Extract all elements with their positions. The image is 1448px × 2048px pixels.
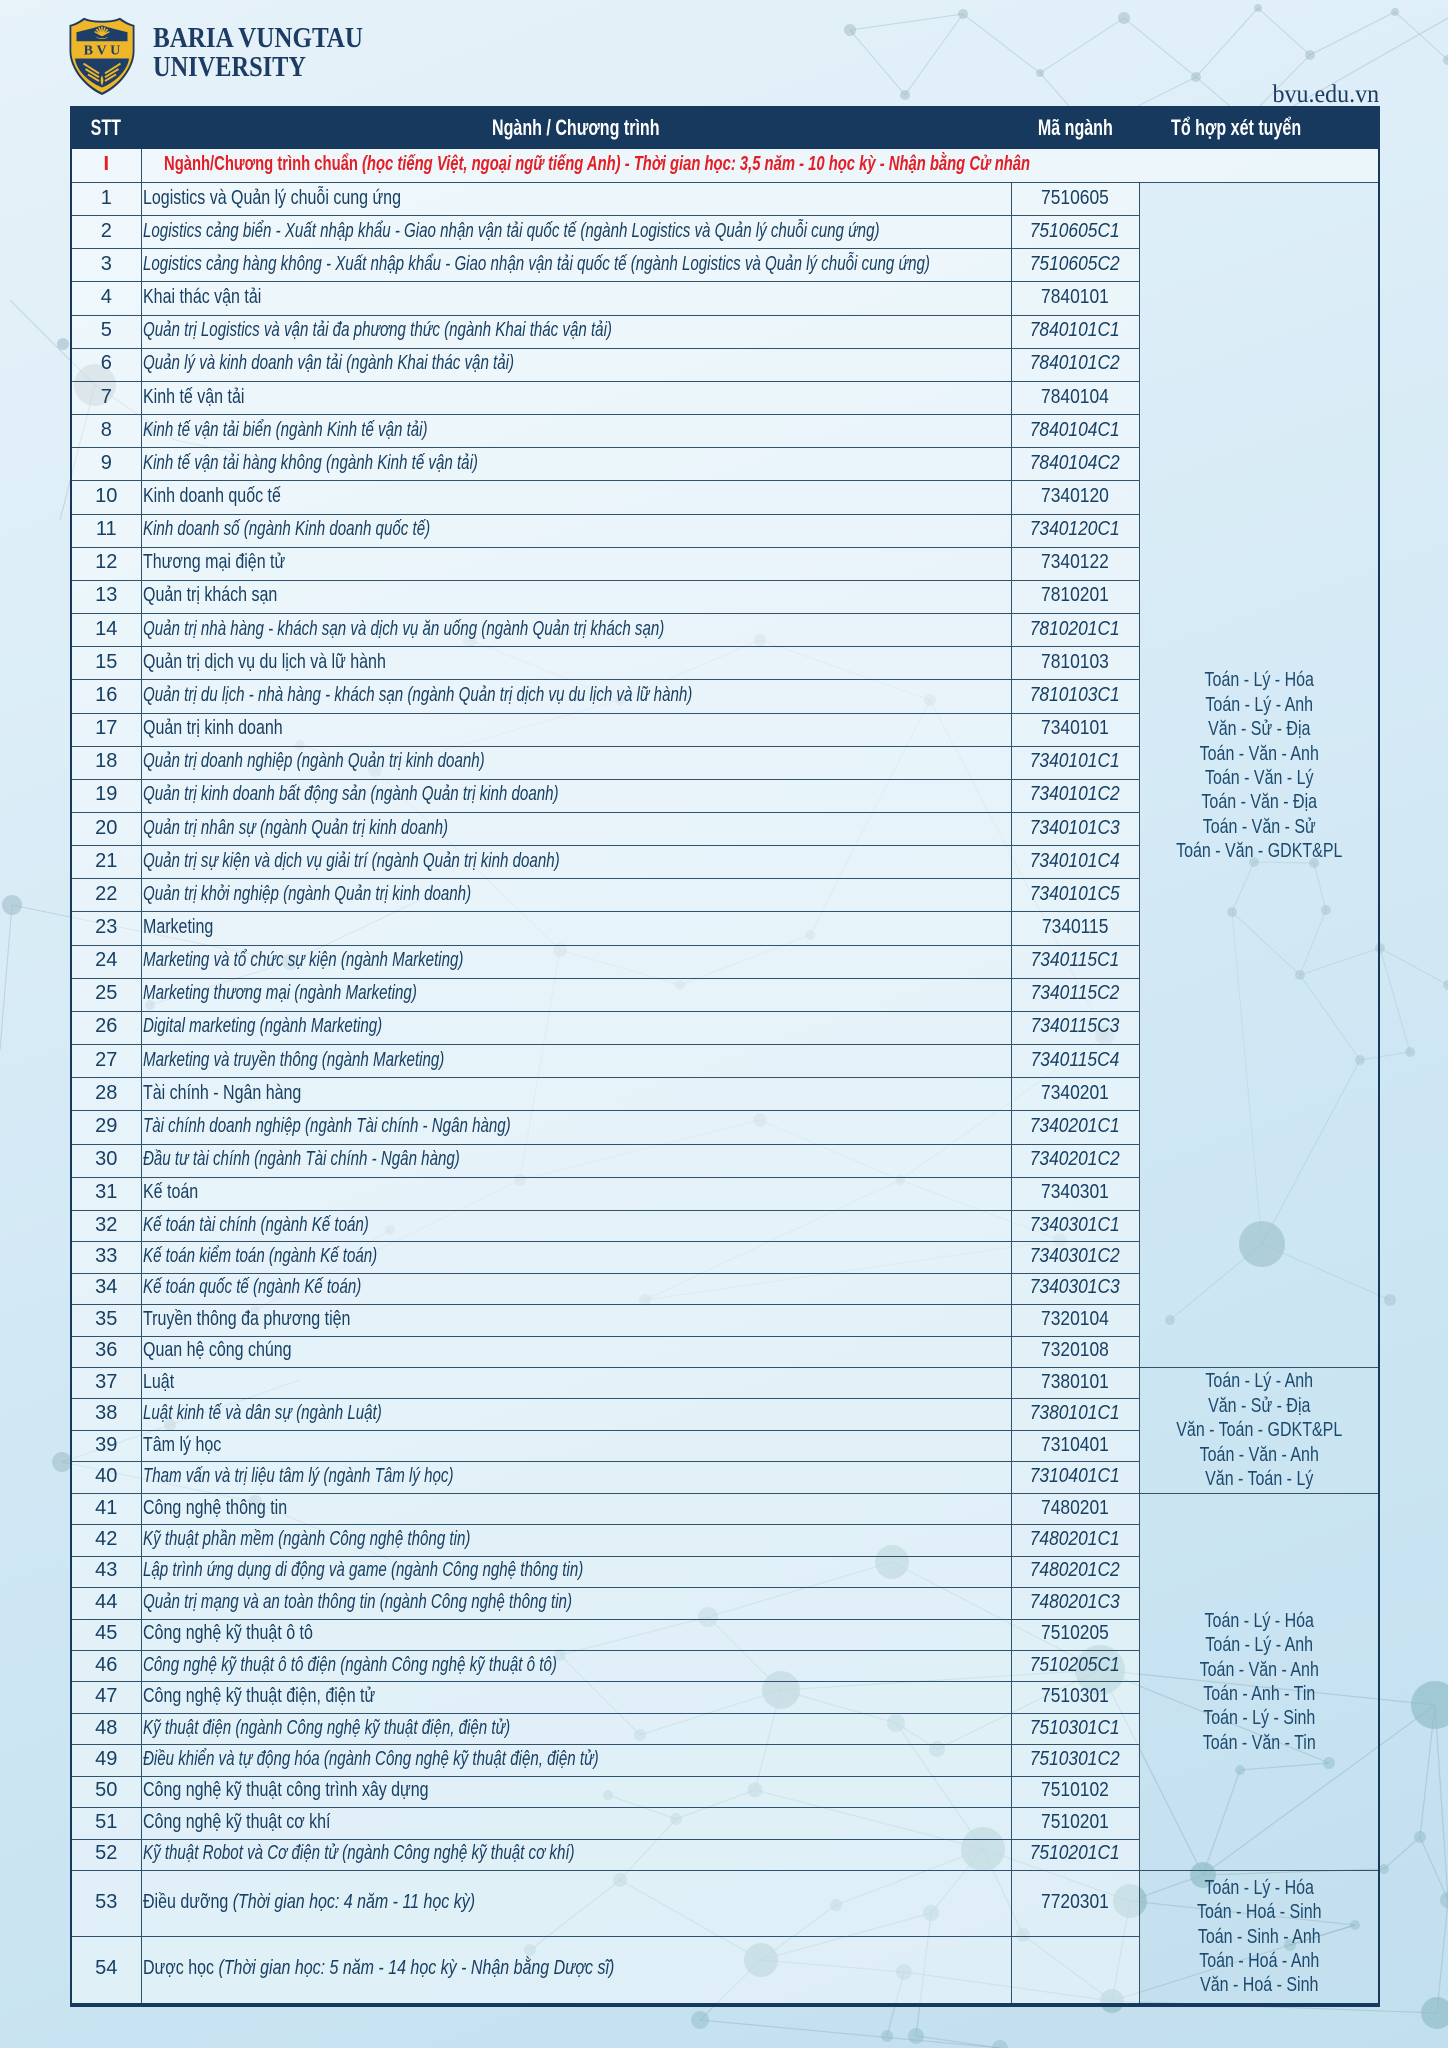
svg-text:BVU: BVU — [84, 44, 124, 59]
